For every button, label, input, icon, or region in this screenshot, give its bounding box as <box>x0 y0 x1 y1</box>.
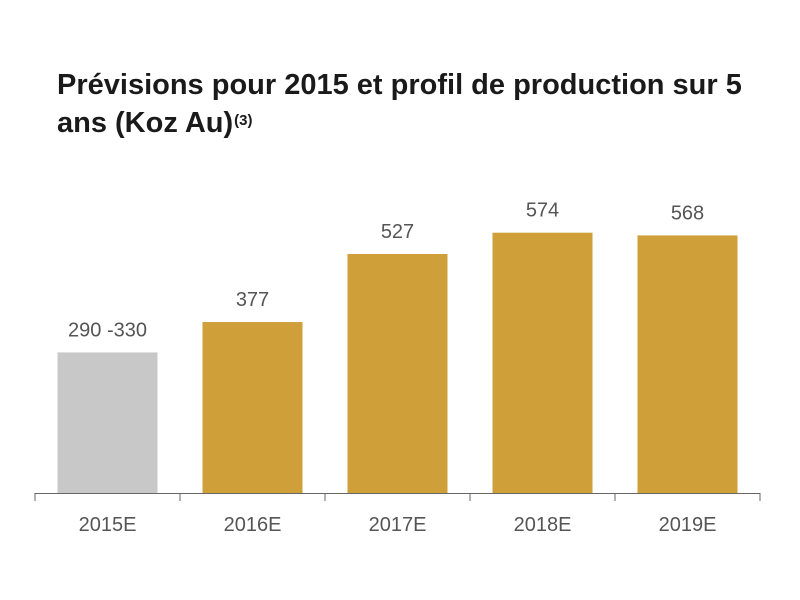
chart-title-text: Prévisions pour 2015 et profil de produc… <box>57 69 742 139</box>
value-label-2017E: 527 <box>381 221 414 243</box>
category-label-2017E: 2017E <box>369 514 427 536</box>
category-label-2015E: 2015E <box>79 514 137 536</box>
value-labels-group: 290 -330 377 527 574 568 <box>68 200 704 342</box>
bar-2019E <box>637 235 738 494</box>
bars-group <box>57 232 738 494</box>
category-label-2019E: 2019E <box>659 514 717 536</box>
value-label-2019E: 568 <box>671 202 704 224</box>
bar-2016E <box>202 322 303 493</box>
chart-title-footnote: (3) <box>234 112 253 129</box>
value-label-2016E: 377 <box>236 289 269 311</box>
bar-2018E <box>492 232 593 494</box>
bar-2017E <box>347 254 448 493</box>
category-label-2016E: 2016E <box>224 514 282 536</box>
x-axis <box>34 493 761 501</box>
value-label-2018E: 574 <box>526 200 559 222</box>
category-label-2018E: 2018E <box>514 514 572 536</box>
value-label-2015E: 290 -330 <box>68 319 147 341</box>
category-labels-group: 2015E 2016E 2017E 2018E 2019E <box>79 514 717 536</box>
chart-title: Prévisions pour 2015 et profil de produc… <box>57 66 777 142</box>
bar-2015E <box>57 352 158 493</box>
